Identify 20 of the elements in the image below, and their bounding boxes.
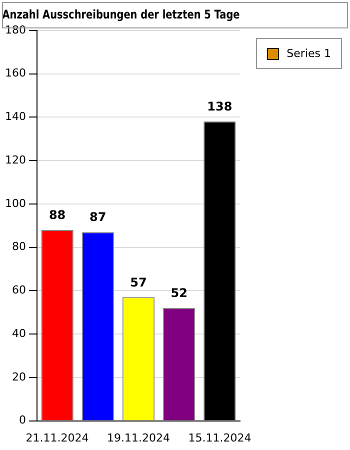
- y-tick-label: 40: [12, 326, 26, 340]
- data-label: 52: [170, 286, 188, 300]
- y-tick-label: 60: [12, 284, 26, 297]
- text: Series 1: [286, 47, 331, 60]
- data-label: 57: [130, 275, 147, 290]
- y-tick-label: 140: [4, 110, 26, 124]
- y-tick-label: 0: [18, 414, 26, 427]
- data-label: 88: [48, 208, 66, 222]
- x-tick-label: 15.11.2024: [188, 431, 252, 444]
- y-tick-label: 160: [4, 66, 26, 80]
- y-tick-label: 180: [4, 23, 26, 36]
- y-tick-label: 100: [4, 196, 26, 210]
- data-label: 138: [207, 100, 232, 114]
- x-tick-label: 19.11.2024: [107, 431, 170, 444]
- chart-title: Anzahl Ausschreibungen der letzten 5 Tage: [2, 7, 240, 22]
- x-tick-label: 21.11.2024: [26, 431, 89, 444]
- y-tick-label: 20: [12, 370, 26, 384]
- y-tick-label: 80: [12, 240, 26, 254]
- y-tick-label: 120: [4, 153, 26, 166]
- data-label: 87: [90, 210, 106, 224]
